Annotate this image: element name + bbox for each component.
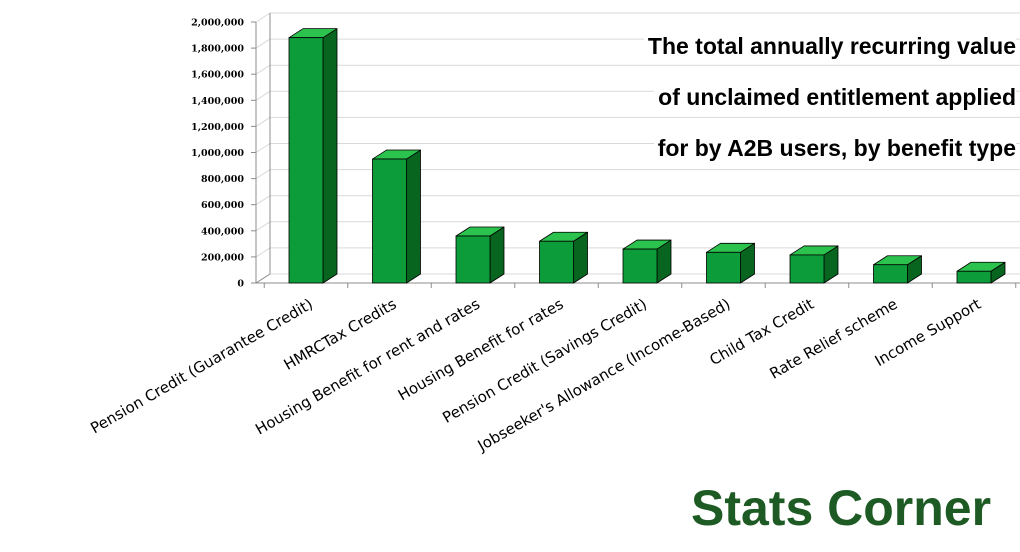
bar-side: [406, 149, 421, 284]
footer-heading: Stats Corner: [691, 480, 992, 536]
bar-front: [873, 264, 908, 284]
bar: [706, 242, 755, 284]
bar-front: [288, 37, 324, 284]
bar: [455, 226, 505, 284]
y-tick-label: 1,200,000: [191, 122, 244, 133]
bar: [622, 239, 672, 284]
bar-front: [706, 251, 741, 284]
bars: [288, 28, 1006, 284]
y-tick-label: 2,000,000: [191, 18, 244, 29]
gridline-depth: [255, 12, 271, 23]
gridline-depth: [255, 195, 271, 206]
y-tick-label: 1,400,000: [191, 96, 244, 107]
gridline-depth: [255, 90, 271, 101]
y-tick-label: 800,000: [201, 174, 244, 185]
gridline-depth: [255, 38, 271, 49]
gridline-depth: [255, 143, 271, 153]
floor-edge: [255, 273, 271, 284]
bar: [956, 261, 1006, 284]
gridline-depth: [255, 221, 271, 232]
y-tick-label: 1,800,000: [191, 44, 244, 55]
gridline-depth: [255, 116, 271, 127]
gridline-depth: [255, 169, 271, 180]
bar: [288, 28, 338, 284]
y-tick-label: 600,000: [201, 200, 244, 211]
bar: [372, 149, 421, 284]
gridline-depth: [255, 247, 271, 258]
gridline-depth: [255, 64, 271, 75]
y-tick-label: 1,000,000: [191, 148, 244, 159]
chart-title-line-2: of unclaimed entitlement applied: [654, 83, 1016, 111]
y-tick-label: 200,000: [201, 252, 244, 263]
y-axis-ticks: 0 200,000 400,000 600,000 800,000 1,000,000 1,…: [191, 18, 244, 290]
bar-side: [489, 226, 505, 284]
bar-front: [455, 235, 491, 284]
bar-front: [956, 270, 992, 284]
bar-front: [372, 158, 407, 284]
y-tick-label: 1,600,000: [191, 70, 244, 81]
bar: [873, 255, 922, 284]
chart-title-line-1: The total annually recurring value: [643, 32, 1016, 60]
bar-front: [539, 240, 574, 284]
x-axis-labels: Pension Credit (Guarantee Credit)HMRCTax…: [87, 295, 984, 455]
bar-front: [789, 254, 825, 284]
bar-side: [322, 28, 338, 284]
y-tick-label: 0: [237, 279, 244, 290]
bar: [789, 245, 839, 284]
chart-title-line-3: for by A2B users, by benefit type: [653, 134, 1016, 162]
y-tick-label: 400,000: [201, 226, 244, 237]
bar-front: [622, 248, 658, 284]
bar: [539, 231, 588, 284]
